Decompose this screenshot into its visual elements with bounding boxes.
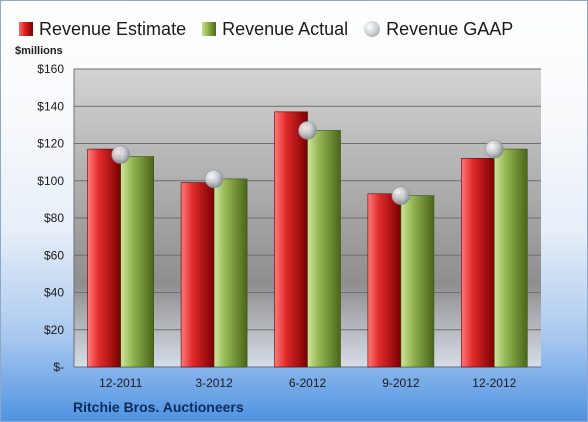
y-tick-label: $20 (44, 323, 64, 337)
legend: Revenue Estimate Revenue Actual Revenue … (19, 17, 513, 41)
bar-revenue-estimate (367, 193, 402, 368)
legend-swatch-actual (202, 22, 217, 36)
marker-revenue-gaap (391, 186, 411, 205)
x-tick-label: 6-2012 (289, 376, 327, 390)
bar-revenue-actual (493, 148, 528, 368)
bar-revenue-actual (213, 178, 248, 368)
y-tick-label: $80 (44, 211, 64, 225)
x-tick-label: 3-2012 (195, 376, 233, 390)
company-name: Ritchie Bros. Auctioneers (73, 399, 244, 415)
y-axis-unit-label: $millions (15, 45, 63, 57)
marker-revenue-gaap (484, 139, 504, 159)
legend-item-estimate: Revenue Estimate (19, 19, 186, 40)
legend-swatch-estimate (19, 22, 33, 36)
bar-revenue-estimate (87, 148, 121, 368)
x-tick-label: 9-2012 (382, 376, 420, 390)
bar-revenue-estimate (274, 111, 308, 368)
legend-item-gaap: Revenue GAAP (364, 19, 513, 40)
bar-revenue-actual (400, 195, 435, 368)
y-tick-label: $120 (37, 137, 64, 151)
legend-label-gaap: Revenue GAAP (386, 18, 514, 39)
bar-revenue-estimate (180, 182, 215, 368)
legend-label-estimate: Revenue Estimate (39, 18, 187, 39)
x-tick-label: 12-2011 (99, 376, 142, 390)
y-tick-label: $100 (37, 174, 64, 188)
y-tick-label: $160 (37, 62, 64, 76)
marker-revenue-gaap (298, 121, 317, 140)
marker-revenue-gaap (204, 169, 224, 189)
bar-revenue-actual (307, 130, 341, 368)
legend-label-actual: Revenue Actual (222, 18, 349, 39)
y-tick-label: $140 (37, 99, 64, 113)
y-tick-label: $60 (44, 248, 64, 262)
legend-swatch-gaap (364, 21, 381, 37)
y-tick-label: $- (53, 360, 64, 374)
legend-item-actual: Revenue Actual (202, 19, 348, 40)
bar-revenue-estimate (460, 158, 495, 368)
x-tick-label: 12-2012 (472, 376, 516, 390)
bar-revenue-actual (120, 156, 154, 368)
marker-revenue-gaap (111, 145, 130, 164)
y-tick-label: $40 (44, 286, 64, 300)
